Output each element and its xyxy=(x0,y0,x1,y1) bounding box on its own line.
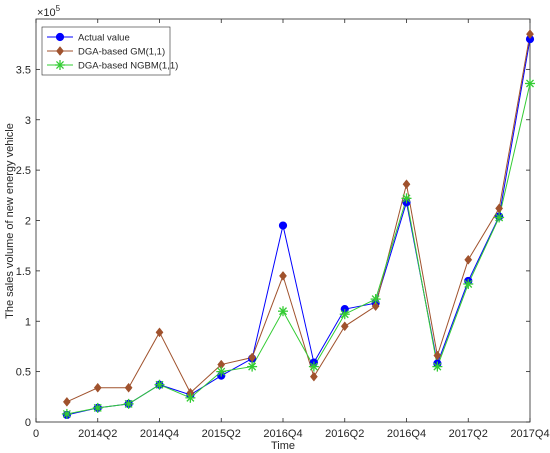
series-3-point xyxy=(216,366,227,377)
series-3-point xyxy=(401,193,412,204)
series-2-point xyxy=(279,271,287,281)
y-tick-label: 2 xyxy=(25,216,31,228)
y-axis-ticks: 0 0.5 1 1.5 2 2.5 3 3.5 xyxy=(16,64,530,429)
series-2-point xyxy=(371,301,380,312)
x-axis-title: Time xyxy=(271,440,295,452)
plot-area xyxy=(35,18,531,423)
series-2-point xyxy=(93,382,102,393)
x-tick-label: 2016Q2 xyxy=(325,428,364,440)
y-tick-label: 0.5 xyxy=(16,367,31,379)
series-line-2 xyxy=(66,34,531,403)
series-3-point xyxy=(278,306,288,317)
series-3-point xyxy=(92,402,103,413)
y-tick-label: 2.5 xyxy=(16,165,31,177)
series-2-point xyxy=(433,350,442,361)
legend-label: DGA-based GM(1,1) xyxy=(78,47,165,58)
y-tick-label: 3 xyxy=(25,115,31,127)
series-3-point xyxy=(247,361,258,372)
x-tick-label: 2014Q4 xyxy=(140,428,179,440)
x-axis-ticks: 0 2014Q2 2014Q4 2015Q2 2016Q4 2016Q2 2016Q4 201… xyxy=(33,19,550,440)
series-layer xyxy=(61,29,535,420)
series-3-point xyxy=(432,361,443,372)
series-2-point xyxy=(62,396,71,407)
series-3-point xyxy=(339,309,350,320)
x-tick-label: 2017Q2 xyxy=(449,428,488,440)
series-3-point xyxy=(185,392,196,403)
series-3-point xyxy=(494,212,505,223)
x-tick-label: 2016Q4 xyxy=(387,428,426,440)
legend-marker xyxy=(55,32,65,42)
series-3-point xyxy=(308,361,319,372)
series-2-point xyxy=(402,179,411,190)
legend-items: Actual value DGA-based GM(1,1) DGA-based N… xyxy=(47,33,178,72)
x-tick-label: 2017Q4 xyxy=(510,428,549,440)
series-3-point xyxy=(370,294,381,305)
series-2-point xyxy=(309,371,318,382)
y-tick-label: 3.5 xyxy=(16,64,31,76)
series-1-point xyxy=(278,221,288,230)
series-2-point xyxy=(340,321,349,332)
legend: Actual value DGA-based GM(1,1) DGA-based N… xyxy=(41,26,178,76)
series-3-point xyxy=(154,379,165,390)
series-2-point xyxy=(124,382,133,393)
x-tick-label: 2016Q4 xyxy=(263,428,302,440)
series-2-point xyxy=(155,327,164,338)
series-2-point xyxy=(464,254,473,265)
y-axis-exponent: ×105 xyxy=(37,4,61,19)
series-3-point xyxy=(525,78,535,89)
y-axis-exponent-power: 5 xyxy=(56,4,61,13)
y-tick-label: 1 xyxy=(25,316,31,328)
x-tick-label: 0 xyxy=(33,428,39,440)
series-2-point xyxy=(526,29,534,40)
y-tick-label: 0 xyxy=(25,417,31,429)
y-tick-label: 1.5 xyxy=(16,266,31,278)
x-tick-label: 2014Q2 xyxy=(78,428,117,440)
legend-label: Actual value xyxy=(78,33,130,44)
series-3-point xyxy=(123,398,134,409)
legend-marker xyxy=(55,60,65,70)
y-axis-title: The sales volume of new energy vehicle xyxy=(4,123,16,319)
x-tick-label: 2015Q2 xyxy=(202,428,241,440)
series-3-point xyxy=(61,408,72,419)
legend-label: DGA-based NGBM(1,1) xyxy=(78,61,178,72)
series-line-3 xyxy=(66,83,531,415)
legend-marker xyxy=(56,46,64,56)
series-3-point xyxy=(463,278,474,289)
